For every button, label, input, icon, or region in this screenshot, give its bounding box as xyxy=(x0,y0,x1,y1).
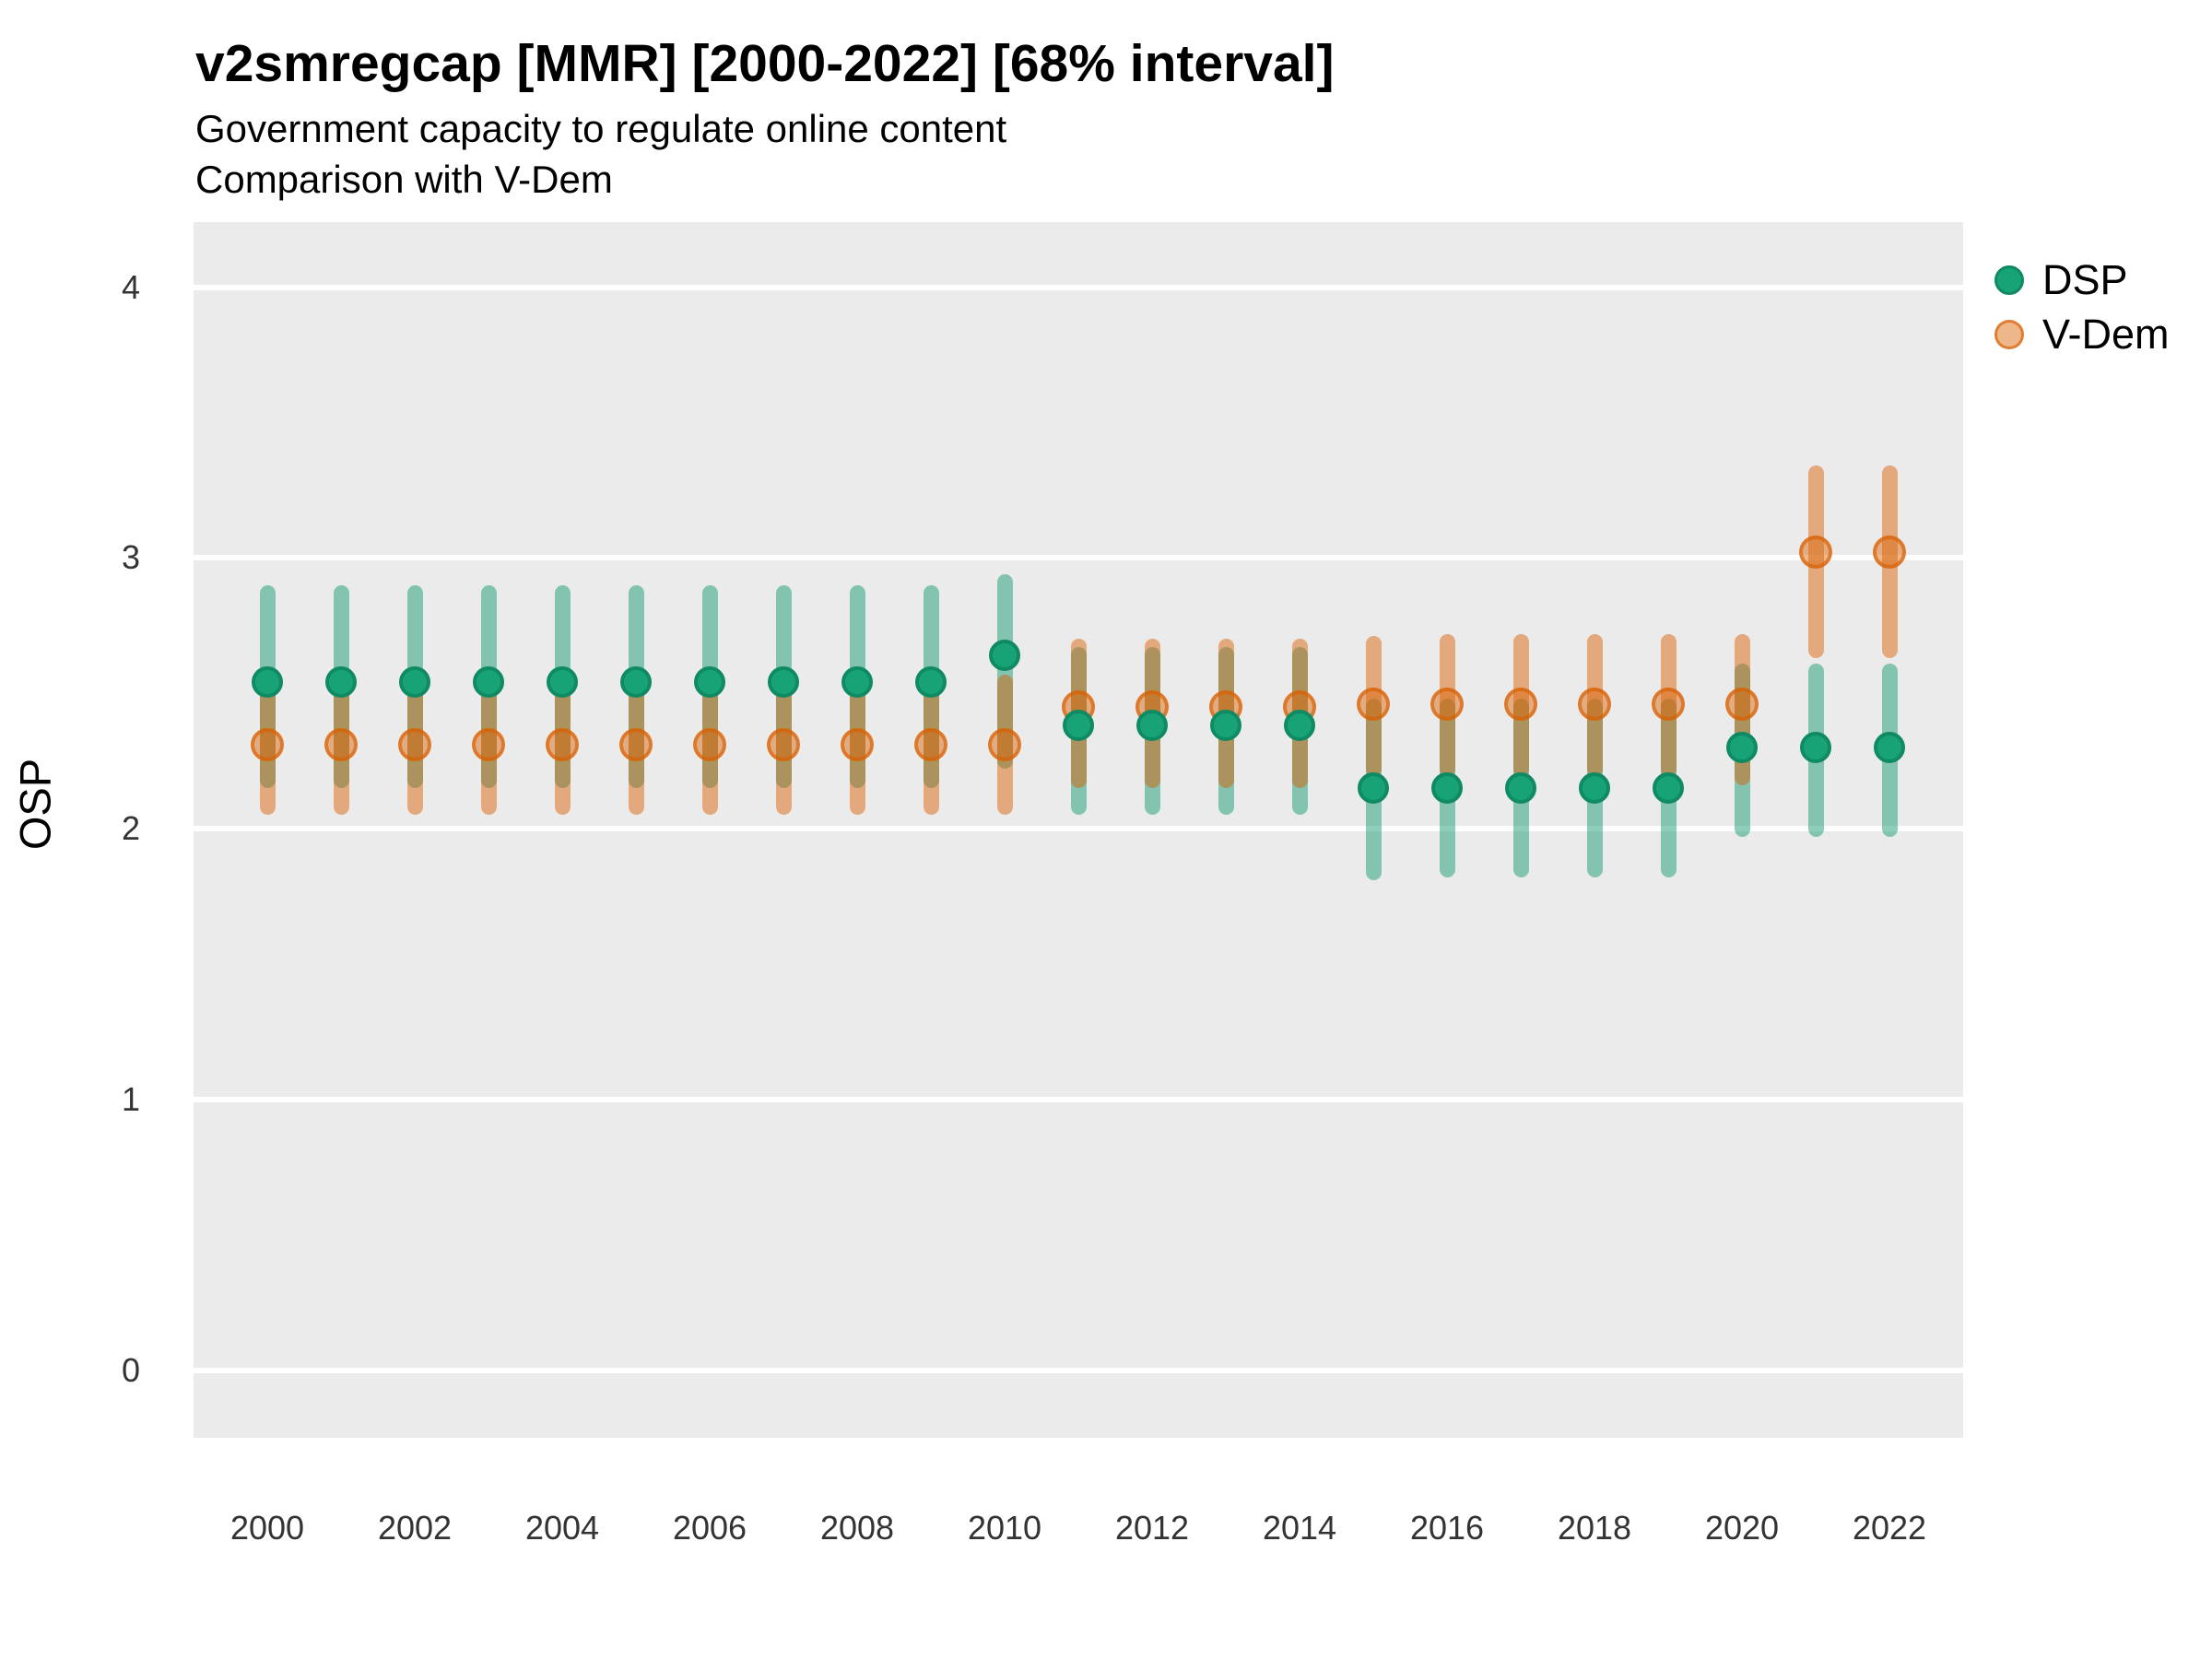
vdem-point-marker xyxy=(841,727,874,761)
dsp-point-marker xyxy=(694,666,725,699)
chart-title: v2smregcap [MMR] [2000-2022] [68% interv… xyxy=(195,34,1335,93)
dsp-point-marker xyxy=(1579,771,1610,804)
vdem-point-marker xyxy=(619,727,653,761)
vdem-point-marker xyxy=(546,727,579,761)
x-tick-label: 2012 xyxy=(1114,1509,1190,1547)
x-tick-label: 2008 xyxy=(819,1509,895,1547)
vdem-point-marker xyxy=(324,727,358,761)
vdem-point-marker xyxy=(767,727,800,761)
dsp-point-marker xyxy=(1653,771,1684,804)
vdem-point-marker xyxy=(988,727,1021,761)
x-tick-label: 2000 xyxy=(229,1509,305,1547)
dsp-point-marker xyxy=(620,666,652,699)
vdem-point-marker xyxy=(1799,535,1832,570)
vdem-point-marker xyxy=(1725,687,1759,721)
dsp-point-marker xyxy=(547,666,578,699)
vdem-point-marker xyxy=(1873,535,1906,570)
vdem-point-marker xyxy=(1357,687,1390,721)
dsp-point-marker xyxy=(841,666,873,699)
y-gridline xyxy=(194,1367,1963,1373)
dsp-point-marker xyxy=(1726,731,1758,763)
chart-subtitle: Government capacity to regulate online c… xyxy=(195,107,1007,150)
dsp-point-marker xyxy=(768,666,799,699)
y-tick-label: 1 xyxy=(121,1079,140,1118)
y-tick-label: 4 xyxy=(121,267,140,306)
dsp-point-marker xyxy=(252,666,283,699)
legend-label: V-Dem xyxy=(2042,310,2170,358)
vdem-point-marker xyxy=(1504,687,1537,721)
y-tick-label: 3 xyxy=(121,538,140,577)
dsp-point-marker xyxy=(1505,771,1536,804)
dsp-point-marker xyxy=(1284,710,1315,742)
dsp-point-marker xyxy=(1210,710,1241,742)
vdem-point-marker xyxy=(398,727,431,761)
x-tick-label: 2022 xyxy=(1852,1509,1927,1547)
dsp-point-marker xyxy=(989,640,1020,672)
x-tick-label: 2006 xyxy=(672,1509,747,1547)
dsp-point-marker xyxy=(325,666,357,699)
x-tick-label: 2016 xyxy=(1409,1509,1485,1547)
y-tick-label: 2 xyxy=(121,809,140,848)
y-tick-label: 0 xyxy=(121,1350,140,1389)
dsp-point-marker xyxy=(1063,710,1094,742)
dsp-point-marker xyxy=(1800,731,1831,763)
dsp-point-marker xyxy=(1874,731,1905,763)
x-tick-label: 2020 xyxy=(1704,1509,1780,1547)
y-gridline xyxy=(194,1096,1963,1102)
x-tick-label: 2014 xyxy=(1262,1509,1337,1547)
y-axis-title: OSP xyxy=(10,758,60,851)
y-gridline xyxy=(194,284,1963,290)
vdem-point-marker xyxy=(1578,687,1611,721)
dsp-point-marker xyxy=(1431,771,1463,804)
dsp-legend-dot xyxy=(1994,265,2024,295)
dsp-point-marker xyxy=(1136,710,1168,742)
dsp-interval-bar xyxy=(996,573,1013,770)
vdem-point-marker xyxy=(251,727,284,761)
plot-panel xyxy=(194,222,1963,1438)
vdem-point-marker xyxy=(1430,687,1464,721)
vdem-legend-dot xyxy=(1994,319,2024,349)
x-tick-label: 2004 xyxy=(524,1509,600,1547)
vdem-point-marker xyxy=(693,727,726,761)
y-gridline xyxy=(194,555,1963,561)
vdem-point-marker xyxy=(1652,687,1685,721)
legend-item-vdem: V-Dem xyxy=(1994,307,2170,361)
x-tick-label: 2018 xyxy=(1557,1509,1632,1547)
dsp-point-marker xyxy=(1358,771,1389,804)
chart-subtitle-comparison: Comparison with V-Dem xyxy=(195,158,613,201)
x-tick-label: 2002 xyxy=(377,1509,453,1547)
x-tick-label: 2010 xyxy=(967,1509,1042,1547)
dsp-point-marker xyxy=(473,666,504,699)
y-gridline xyxy=(194,826,1963,832)
vdem-point-marker xyxy=(914,727,947,761)
dsp-point-marker xyxy=(915,666,947,699)
legend-item-dsp: DSP xyxy=(1994,253,2170,307)
vdem-point-marker xyxy=(472,727,505,761)
legend-label: DSP xyxy=(2042,255,2128,303)
legend: DSP V-Dem xyxy=(1994,253,2170,361)
dsp-point-marker xyxy=(399,666,430,699)
